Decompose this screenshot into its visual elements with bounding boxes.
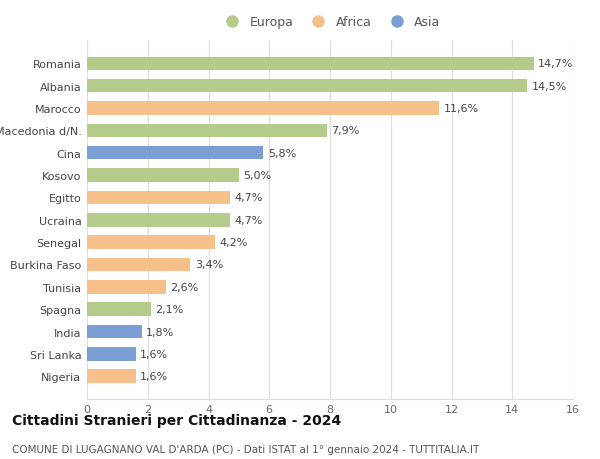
Text: 4,7%: 4,7% xyxy=(235,215,263,225)
Bar xyxy=(87,169,239,182)
Text: 2,1%: 2,1% xyxy=(155,304,184,314)
Text: 2,6%: 2,6% xyxy=(170,282,199,292)
Bar xyxy=(87,369,136,383)
Bar xyxy=(87,124,327,138)
Bar xyxy=(87,258,190,272)
Text: 5,0%: 5,0% xyxy=(244,171,272,181)
Text: 14,7%: 14,7% xyxy=(538,59,574,69)
Bar xyxy=(87,147,263,160)
Text: 1,6%: 1,6% xyxy=(140,371,168,381)
Text: 1,8%: 1,8% xyxy=(146,327,175,337)
Legend: Europa, Africa, Asia: Europa, Africa, Asia xyxy=(217,13,443,32)
Bar xyxy=(87,102,439,116)
Text: 4,2%: 4,2% xyxy=(219,238,248,247)
Bar xyxy=(87,213,230,227)
Bar xyxy=(87,236,215,249)
Text: 3,4%: 3,4% xyxy=(195,260,223,270)
Bar xyxy=(87,347,136,361)
Bar xyxy=(87,191,230,205)
Text: 14,5%: 14,5% xyxy=(532,82,567,91)
Text: 1,6%: 1,6% xyxy=(140,349,168,359)
Bar xyxy=(87,325,142,338)
Bar xyxy=(87,57,533,71)
Text: 7,9%: 7,9% xyxy=(332,126,360,136)
Bar xyxy=(87,303,151,316)
Text: 4,7%: 4,7% xyxy=(235,193,263,203)
Bar xyxy=(87,280,166,294)
Text: COMUNE DI LUGAGNANO VAL D'ARDA (PC) - Dati ISTAT al 1° gennaio 2024 - TUTTITALIA: COMUNE DI LUGAGNANO VAL D'ARDA (PC) - Da… xyxy=(12,444,479,454)
Text: 5,8%: 5,8% xyxy=(268,148,296,158)
Text: Cittadini Stranieri per Cittadinanza - 2024: Cittadini Stranieri per Cittadinanza - 2… xyxy=(12,413,341,427)
Text: 11,6%: 11,6% xyxy=(444,104,479,114)
Bar xyxy=(87,80,527,93)
